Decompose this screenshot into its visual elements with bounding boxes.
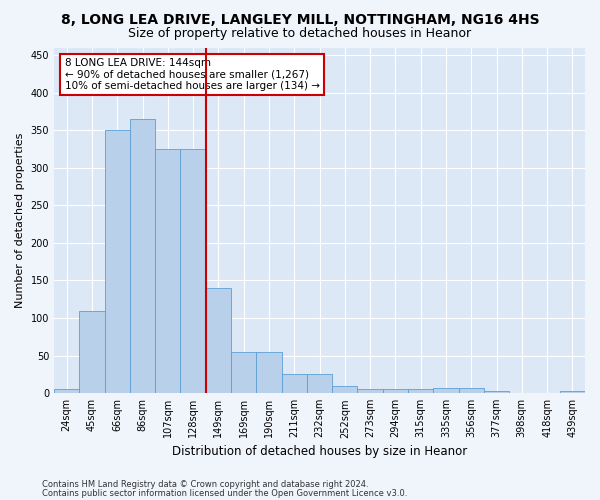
X-axis label: Distribution of detached houses by size in Heanor: Distribution of detached houses by size …: [172, 444, 467, 458]
Text: 8 LONG LEA DRIVE: 144sqm
← 90% of detached houses are smaller (1,267)
10% of sem: 8 LONG LEA DRIVE: 144sqm ← 90% of detach…: [65, 58, 320, 91]
Bar: [79, 310, 104, 393]
Bar: [181, 149, 206, 393]
Text: Size of property relative to detached houses in Heanor: Size of property relative to detached ho…: [128, 28, 472, 40]
Bar: [130, 119, 155, 393]
Bar: [307, 374, 332, 393]
Y-axis label: Number of detached properties: Number of detached properties: [15, 132, 25, 308]
Bar: [104, 130, 130, 393]
Bar: [358, 390, 383, 393]
Bar: [256, 352, 281, 393]
Bar: [560, 391, 585, 393]
Bar: [408, 390, 433, 393]
Bar: [206, 288, 231, 393]
Bar: [484, 391, 509, 393]
Bar: [155, 149, 181, 393]
Text: Contains HM Land Registry data © Crown copyright and database right 2024.: Contains HM Land Registry data © Crown c…: [42, 480, 368, 489]
Bar: [383, 390, 408, 393]
Text: Contains public sector information licensed under the Open Government Licence v3: Contains public sector information licen…: [42, 489, 407, 498]
Bar: [458, 388, 484, 393]
Bar: [332, 386, 358, 393]
Bar: [281, 374, 307, 393]
Bar: [433, 388, 458, 393]
Bar: [231, 352, 256, 393]
Text: 8, LONG LEA DRIVE, LANGLEY MILL, NOTTINGHAM, NG16 4HS: 8, LONG LEA DRIVE, LANGLEY MILL, NOTTING…: [61, 12, 539, 26]
Bar: [54, 390, 79, 393]
